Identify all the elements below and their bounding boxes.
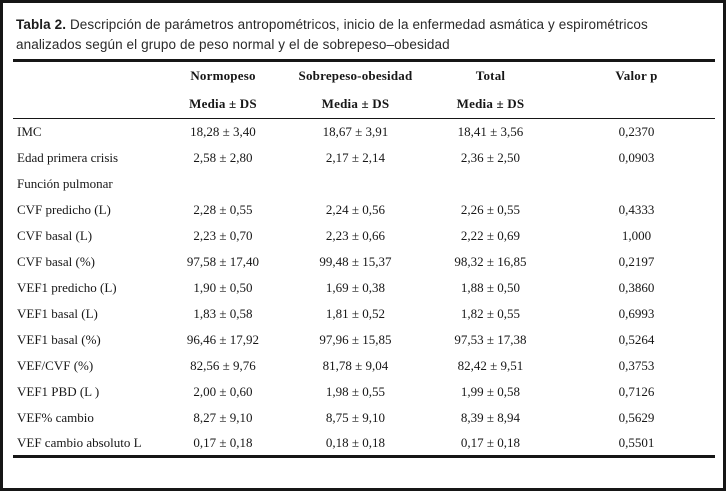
section-label: Función pulmonar [17, 175, 113, 191]
row-label: VEF cambio absoluto L [17, 434, 142, 450]
value-cell-sobrepeso: 1,81 ± 0,52 [325, 305, 386, 321]
row-label: IMC [17, 123, 42, 139]
value-cell-normopeso [158, 171, 288, 197]
subheader-media-ds-sobrepeso: Media ± DS [288, 89, 423, 119]
value-cell-normopeso: 1,90 ± 0,50 [193, 279, 253, 295]
table-row: VEF1 PBD (L ) 2,00 ± 0,60 1,98 ± 0,55 1,… [13, 379, 715, 405]
table-row: CVF predicho (L) 2,28 ± 0,55 2,24 ± 0,56… [13, 197, 715, 223]
data-table: Normopeso Sobrepeso-obesidad Total Valor… [13, 59, 715, 458]
row-label: CVF predicho (L) [17, 201, 111, 217]
value-cell-normopeso: 2,28 ± 0,55 [193, 201, 253, 217]
table-row: Edad primera crisis 2,58 ± 2,80 2,17 ± 2… [13, 145, 715, 171]
value-cell-normopeso: 2,23 ± 0,70 [193, 227, 253, 243]
value-cell-total: 82,42 ± 9,51 [457, 357, 524, 373]
value-cell-normopeso: 2,58 ± 2,80 [193, 149, 253, 165]
value-cell-p: 0,4333 [618, 201, 655, 217]
value-cell-sobrepeso: 99,48 ± 15,37 [319, 253, 392, 269]
header-group-row: Normopeso Sobrepeso-obesidad Total Valor… [13, 61, 715, 90]
value-cell-sobrepeso: 2,23 ± 0,66 [325, 227, 386, 243]
header-sub-row: Media ± DS Media ± DS Media ± DS [13, 89, 715, 119]
row-label: CVF basal (L) [17, 227, 93, 243]
caption-text-1: Descripción de parámetros antropométrico… [69, 17, 648, 32]
header-empty-cell [13, 61, 158, 90]
value-cell-total: 2,26 ± 0,55 [460, 201, 521, 217]
value-cell-p: 0,5629 [618, 409, 655, 425]
table-caption: Tabla 2. Descripción de parámetros antro… [16, 15, 711, 55]
table-row: CVF basal (L) 2,23 ± 0,70 2,23 ± 0,66 2,… [13, 223, 715, 249]
value-cell-normopeso: 18,28 ± 3,40 [190, 123, 256, 139]
subheader-empty-cell [13, 89, 158, 119]
subheader-empty-valor-p [558, 89, 715, 119]
value-cell-total: 0,17 ± 0,18 [460, 434, 521, 450]
header-sobrepeso-obesidad: Sobrepeso-obesidad [298, 67, 413, 83]
row-label: CVF basal (%) [17, 253, 95, 269]
value-cell-normopeso: 1,83 ± 0,58 [193, 305, 253, 321]
value-cell-normopeso: 2,00 ± 0,60 [193, 383, 253, 399]
value-cell-p: 0,2370 [618, 123, 655, 139]
value-cell-total: 97,53 ± 17,38 [454, 331, 527, 347]
value-cell-p: 0,0903 [618, 149, 655, 165]
value-cell-sobrepeso: 2,24 ± 0,56 [325, 201, 386, 217]
value-cell-sobrepeso [288, 171, 423, 197]
value-cell-total: 1,88 ± 0,50 [460, 279, 521, 295]
value-cell-total: 1,82 ± 0,55 [460, 305, 521, 321]
value-cell-normopeso: 97,58 ± 17,40 [186, 253, 260, 269]
caption-text-2: analizados según el grupo de peso normal… [16, 37, 450, 52]
value-cell-p: 0,6993 [618, 305, 655, 321]
value-cell-sobrepeso: 2,17 ± 2,14 [325, 149, 386, 165]
header-normopeso: Normopeso [190, 67, 256, 83]
row-label: VEF1 PBD (L ) [17, 383, 100, 399]
value-cell-total: 2,36 ± 2,50 [460, 149, 521, 165]
caption-line-1: Tabla 2. Descripción de parámetros antro… [16, 15, 711, 35]
table-row: VEF% cambio 8,27 ± 9,10 8,75 ± 9,10 8,39… [13, 405, 715, 431]
value-cell-normopeso: 0,17 ± 0,18 [193, 434, 253, 450]
value-cell-p: 1,000 [621, 227, 652, 243]
header-total: Total [475, 67, 506, 83]
value-cell-sobrepeso: 18,67 ± 3,91 [322, 123, 389, 139]
table-row: CVF basal (%) 97,58 ± 17,40 99,48 ± 15,3… [13, 249, 715, 275]
table-row-section: Función pulmonar [13, 171, 715, 197]
value-cell-sobrepeso: 0,18 ± 0,18 [325, 434, 386, 450]
row-label: VEF/CVF (%) [17, 357, 94, 373]
value-cell-p [558, 171, 715, 197]
value-cell-p: 0,5264 [618, 331, 655, 347]
value-cell-p: 0,3753 [618, 357, 655, 373]
value-cell-total: 1,99 ± 0,58 [460, 383, 521, 399]
caption-label: Tabla 2. [16, 17, 67, 32]
subheader-media-ds-normopeso: Media ± DS [158, 89, 288, 119]
value-cell-total: 18,41 ± 3,56 [457, 123, 524, 139]
table-row: VEF1 basal (L) 1,83 ± 0,58 1,81 ± 0,52 1… [13, 301, 715, 327]
value-cell-total: 98,32 ± 16,85 [454, 253, 527, 269]
row-label: VEF1 predicho (L) [17, 279, 117, 295]
row-label: VEF1 basal (%) [17, 331, 101, 347]
table-row: IMC 18,28 ± 3,40 18,67 ± 3,91 18,41 ± 3,… [13, 119, 715, 145]
table-row: VEF1 basal (%) 96,46 ± 17,92 97,96 ± 15,… [13, 327, 715, 353]
table-row: VEF/CVF (%) 82,56 ± 9,76 81,78 ± 9,04 82… [13, 353, 715, 379]
table-row: VEF cambio absoluto L 0,17 ± 0,18 0,18 ±… [13, 431, 715, 457]
row-label: Edad primera crisis [17, 149, 119, 165]
value-cell-p: 0,7126 [618, 383, 655, 399]
value-cell-p: 0,2197 [618, 253, 655, 269]
value-cell-normopeso: 8,27 ± 9,10 [193, 409, 253, 425]
value-cell-total: 8,39 ± 8,94 [460, 409, 521, 425]
caption-line-2: analizados según el grupo de peso normal… [16, 35, 711, 55]
table-row: VEF1 predicho (L) 1,90 ± 0,50 1,69 ± 0,3… [13, 275, 715, 301]
value-cell-sobrepeso: 1,69 ± 0,38 [325, 279, 386, 295]
value-cell-sobrepeso: 97,96 ± 15,85 [319, 331, 392, 347]
value-cell-normopeso: 96,46 ± 17,92 [186, 331, 260, 347]
value-cell-total: 2,22 ± 0,69 [460, 227, 521, 243]
value-cell-total [423, 171, 558, 197]
value-cell-sobrepeso: 1,98 ± 0,55 [325, 383, 386, 399]
header-valor-p: Valor p [615, 67, 658, 83]
row-label: VEF% cambio [17, 409, 94, 425]
value-cell-normopeso: 82,56 ± 9,76 [190, 357, 256, 373]
value-cell-sobrepeso: 81,78 ± 9,04 [322, 357, 389, 373]
row-label: VEF1 basal (L) [17, 305, 98, 321]
subheader-media-ds-total: Media ± DS [423, 89, 558, 119]
value-cell-p: 0,3860 [618, 279, 655, 295]
value-cell-p: 0,5501 [618, 434, 655, 450]
value-cell-sobrepeso: 8,75 ± 9,10 [325, 409, 386, 425]
